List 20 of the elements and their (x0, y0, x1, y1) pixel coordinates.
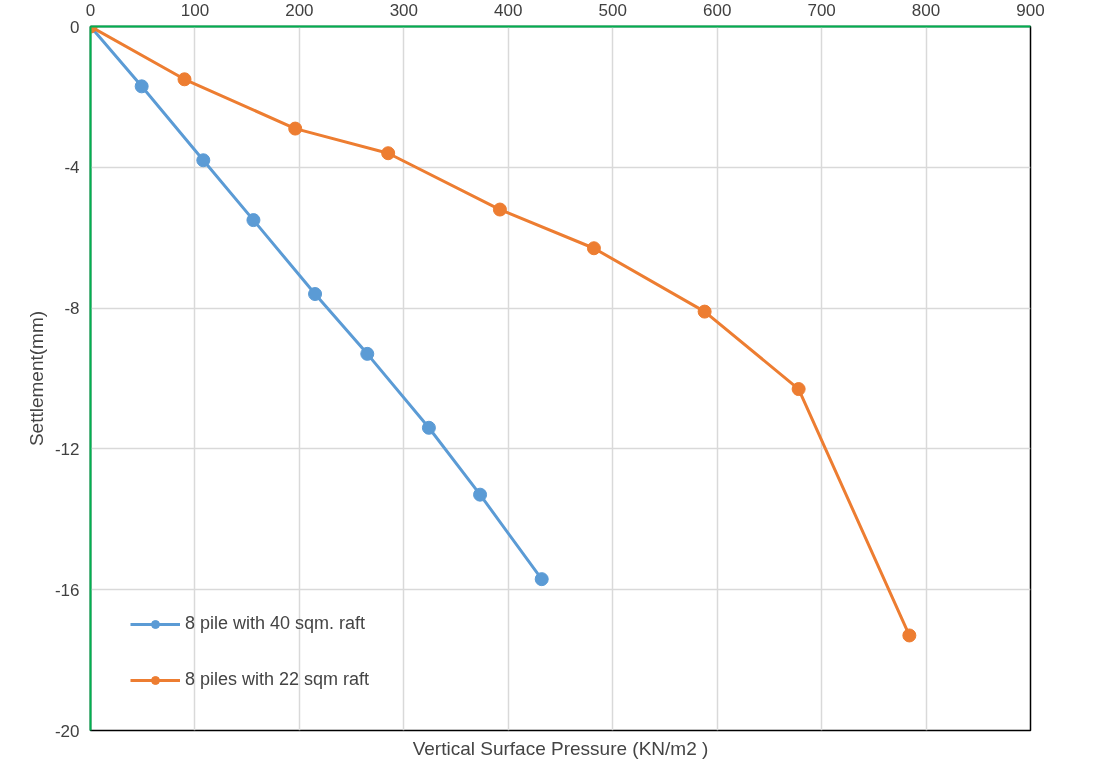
y-tick-label: -8 (64, 299, 80, 319)
x-tick-label: 100 (180, 0, 210, 20)
x-tick-label: 900 (1016, 0, 1045, 20)
y-tick-label: -4 (64, 158, 80, 178)
x-tick-label: 800 (911, 0, 941, 20)
y-tick-label: -12 (54, 439, 80, 459)
y-tick-label: -16 (54, 580, 80, 600)
x-axis-title: Vertical Surface Pressure (KN/m2 ) (412, 737, 709, 759)
x-tick-label: 500 (598, 0, 627, 20)
x-tick-label: 300 (389, 0, 419, 20)
x-tick-label: 0 (85, 0, 96, 20)
x-tick-label: 200 (285, 0, 314, 20)
legend-label: 8 pile with 40 sqm. raft (185, 613, 366, 634)
y-tick-label: -20 (54, 721, 80, 741)
x-tick-label: 400 (494, 0, 523, 20)
x-tick-label: 600 (702, 0, 732, 20)
y-tick-label: 0 (70, 17, 80, 37)
x-tick-label: 700 (807, 0, 836, 20)
y-axis-title: Settlement(mm) (25, 310, 47, 447)
legend-label: 8 piles with 22 sqm raft (185, 669, 370, 690)
